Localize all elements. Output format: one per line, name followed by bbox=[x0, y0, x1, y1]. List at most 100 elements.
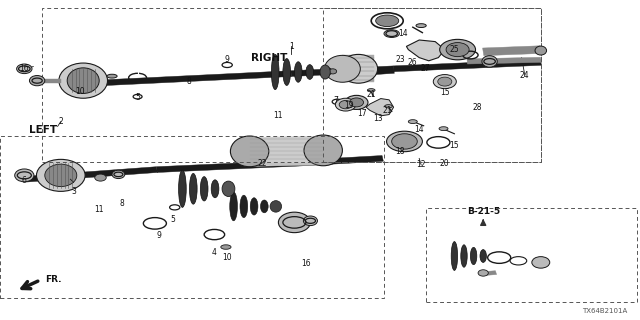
Ellipse shape bbox=[329, 69, 337, 74]
Bar bbox=[42, 8, 541, 162]
Text: 5: 5 bbox=[135, 93, 140, 102]
Text: 7: 7 bbox=[333, 96, 339, 105]
Text: 14: 14 bbox=[398, 29, 408, 38]
Polygon shape bbox=[483, 271, 497, 276]
Ellipse shape bbox=[440, 39, 476, 60]
Ellipse shape bbox=[95, 174, 106, 181]
Ellipse shape bbox=[179, 170, 186, 207]
Ellipse shape bbox=[339, 100, 352, 109]
Polygon shape bbox=[156, 160, 298, 172]
Ellipse shape bbox=[349, 98, 364, 107]
Bar bbox=[426, 208, 637, 302]
Text: 6: 6 bbox=[22, 176, 27, 185]
Ellipse shape bbox=[221, 245, 231, 249]
Polygon shape bbox=[248, 136, 324, 166]
Text: LEFT: LEFT bbox=[29, 124, 58, 135]
Ellipse shape bbox=[385, 105, 392, 108]
Text: 16: 16 bbox=[19, 64, 29, 73]
Text: 21: 21 bbox=[383, 106, 392, 115]
Ellipse shape bbox=[387, 131, 422, 152]
Text: 10: 10 bbox=[75, 87, 85, 96]
Text: 11: 11 bbox=[95, 205, 104, 214]
Text: 27: 27 bbox=[420, 64, 431, 73]
Ellipse shape bbox=[230, 192, 237, 221]
Ellipse shape bbox=[408, 120, 417, 124]
Polygon shape bbox=[25, 167, 157, 182]
Text: 21: 21 bbox=[367, 90, 376, 99]
Text: 20: 20 bbox=[440, 159, 450, 168]
Text: RIGHT: RIGHT bbox=[251, 52, 287, 63]
Text: 8: 8 bbox=[119, 199, 124, 208]
Ellipse shape bbox=[324, 55, 360, 82]
Text: 8: 8 bbox=[186, 77, 191, 86]
Polygon shape bbox=[297, 156, 383, 166]
Text: 16: 16 bbox=[301, 260, 311, 268]
Polygon shape bbox=[291, 218, 308, 224]
Ellipse shape bbox=[112, 170, 125, 179]
Polygon shape bbox=[483, 46, 541, 56]
Ellipse shape bbox=[17, 64, 32, 74]
Text: 2: 2 bbox=[58, 117, 63, 126]
Text: 11: 11 bbox=[274, 111, 283, 120]
Polygon shape bbox=[44, 79, 61, 83]
Ellipse shape bbox=[36, 159, 85, 191]
Ellipse shape bbox=[376, 15, 399, 27]
Ellipse shape bbox=[29, 76, 45, 86]
Ellipse shape bbox=[367, 89, 375, 92]
Text: 15: 15 bbox=[440, 88, 450, 97]
Polygon shape bbox=[342, 55, 374, 82]
Text: FR.: FR. bbox=[45, 275, 61, 284]
Text: 24: 24 bbox=[520, 71, 530, 80]
Ellipse shape bbox=[240, 195, 248, 218]
Ellipse shape bbox=[470, 247, 477, 265]
Text: TX64B2101A: TX64B2101A bbox=[582, 308, 627, 314]
Ellipse shape bbox=[230, 136, 269, 167]
Bar bbox=[323, 8, 541, 162]
Ellipse shape bbox=[306, 65, 314, 79]
Ellipse shape bbox=[303, 216, 317, 226]
Ellipse shape bbox=[59, 63, 108, 98]
Ellipse shape bbox=[392, 134, 417, 149]
Text: 17: 17 bbox=[356, 109, 367, 118]
Ellipse shape bbox=[451, 242, 458, 270]
Ellipse shape bbox=[294, 62, 302, 82]
Text: 3: 3 bbox=[71, 188, 76, 196]
Text: 1: 1 bbox=[289, 42, 294, 51]
Ellipse shape bbox=[260, 200, 268, 213]
Ellipse shape bbox=[304, 135, 342, 166]
Ellipse shape bbox=[416, 24, 426, 28]
Polygon shape bbox=[60, 71, 292, 88]
Text: 28: 28 bbox=[472, 103, 481, 112]
Bar bbox=[0, 136, 384, 298]
Text: 26: 26 bbox=[408, 58, 418, 67]
Text: 14: 14 bbox=[414, 125, 424, 134]
Polygon shape bbox=[291, 66, 394, 76]
Ellipse shape bbox=[321, 68, 332, 75]
Polygon shape bbox=[323, 68, 394, 78]
Ellipse shape bbox=[446, 43, 469, 57]
Ellipse shape bbox=[200, 177, 208, 201]
Text: 5: 5 bbox=[170, 215, 175, 224]
Polygon shape bbox=[366, 99, 394, 116]
Text: 9: 9 bbox=[225, 55, 230, 64]
Ellipse shape bbox=[278, 212, 310, 233]
Text: 9: 9 bbox=[156, 231, 161, 240]
Text: 25: 25 bbox=[449, 45, 460, 54]
Ellipse shape bbox=[384, 30, 399, 37]
Ellipse shape bbox=[535, 46, 547, 55]
Ellipse shape bbox=[433, 75, 456, 89]
Ellipse shape bbox=[283, 59, 291, 85]
Text: 13: 13 bbox=[372, 114, 383, 123]
Text: B-21-5: B-21-5 bbox=[467, 207, 500, 216]
Text: 22: 22 bbox=[258, 159, 267, 168]
Text: 19: 19 bbox=[344, 101, 354, 110]
Ellipse shape bbox=[15, 169, 34, 182]
Polygon shape bbox=[467, 57, 541, 64]
Ellipse shape bbox=[250, 198, 258, 215]
Ellipse shape bbox=[480, 250, 486, 262]
Text: 12: 12 bbox=[417, 160, 426, 169]
Ellipse shape bbox=[438, 77, 452, 86]
Text: 18: 18 bbox=[396, 148, 404, 156]
Text: 4: 4 bbox=[212, 248, 217, 257]
Ellipse shape bbox=[461, 245, 467, 267]
